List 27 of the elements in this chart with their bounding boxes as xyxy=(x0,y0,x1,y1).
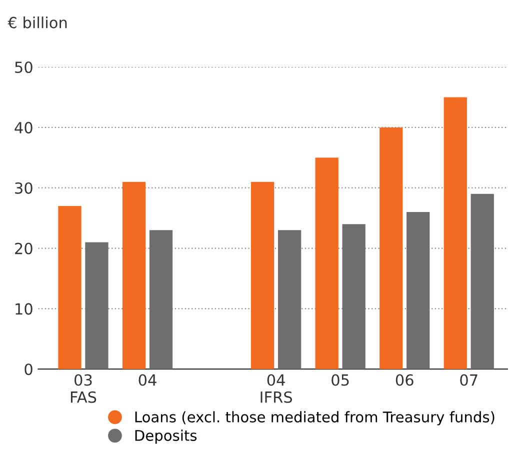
bar xyxy=(58,206,82,370)
bar xyxy=(380,127,403,370)
y-tick-label: 0 xyxy=(24,364,32,376)
bar xyxy=(85,242,108,370)
bar xyxy=(122,182,146,370)
bar xyxy=(342,224,366,370)
x-tick-label: 07 xyxy=(460,374,478,386)
y-tick-label: 40 xyxy=(14,122,32,134)
bar xyxy=(149,230,173,370)
x-tick-label: 04 IFRS xyxy=(260,374,292,403)
bar xyxy=(250,182,274,370)
bar xyxy=(406,212,430,370)
legend-label: Loans (excl. those mediated from Treasury funds) xyxy=(135,411,494,426)
y-tick-label: 30 xyxy=(15,182,32,194)
bar xyxy=(470,194,494,370)
y-axis-title: € billion xyxy=(8,16,67,28)
x-tick-label: 04 xyxy=(138,374,156,386)
y-tick-label: 10 xyxy=(16,303,32,315)
y-tick-label: 20 xyxy=(15,242,32,254)
x-tick-label: 03 FAS xyxy=(70,374,96,403)
x-tick-label: 05 xyxy=(332,374,349,386)
y-tick-label: 50 xyxy=(15,61,32,74)
bar xyxy=(278,230,302,370)
bar xyxy=(315,158,338,370)
legend-label: Deposits xyxy=(135,430,197,444)
x-tick-label: 06 xyxy=(396,374,414,386)
bar xyxy=(444,97,467,370)
